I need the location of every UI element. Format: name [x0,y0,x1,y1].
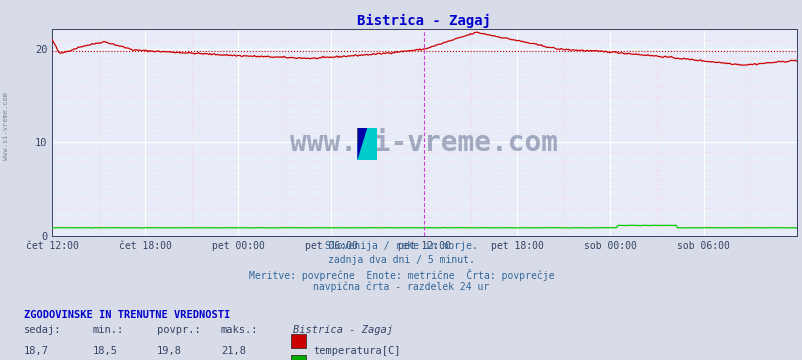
Text: 21,8: 21,8 [221,346,245,356]
Text: min.:: min.: [92,325,124,336]
Text: www.si-vreme.com: www.si-vreme.com [3,92,10,160]
Text: sedaj:: sedaj: [24,325,62,336]
Text: Meritve: povprečne  Enote: metrične  Črta: povprečje: Meritve: povprečne Enote: metrične Črta:… [249,269,553,280]
Text: temperatura[C]: temperatura[C] [313,346,400,356]
Text: www.si-vreme.com: www.si-vreme.com [290,129,557,157]
Title: Bistrica - Zagaj: Bistrica - Zagaj [357,13,491,28]
Polygon shape [357,128,367,144]
Polygon shape [357,128,377,160]
Text: maks.:: maks.: [221,325,258,336]
Text: 18,5: 18,5 [92,346,117,356]
Text: 19,8: 19,8 [156,346,181,356]
Text: povpr.:: povpr.: [156,325,200,336]
Text: ZGODOVINSKE IN TRENUTNE VREDNOSTI: ZGODOVINSKE IN TRENUTNE VREDNOSTI [24,310,230,320]
Text: Bistrica - Zagaj: Bistrica - Zagaj [293,325,393,336]
Text: Slovenija / reke in morje.: Slovenija / reke in morje. [325,241,477,251]
Text: 18,7: 18,7 [24,346,49,356]
Text: navpična črta - razdelek 24 ur: navpična črta - razdelek 24 ur [313,282,489,292]
Polygon shape [357,128,367,160]
Text: zadnja dva dni / 5 minut.: zadnja dva dni / 5 minut. [328,255,474,265]
